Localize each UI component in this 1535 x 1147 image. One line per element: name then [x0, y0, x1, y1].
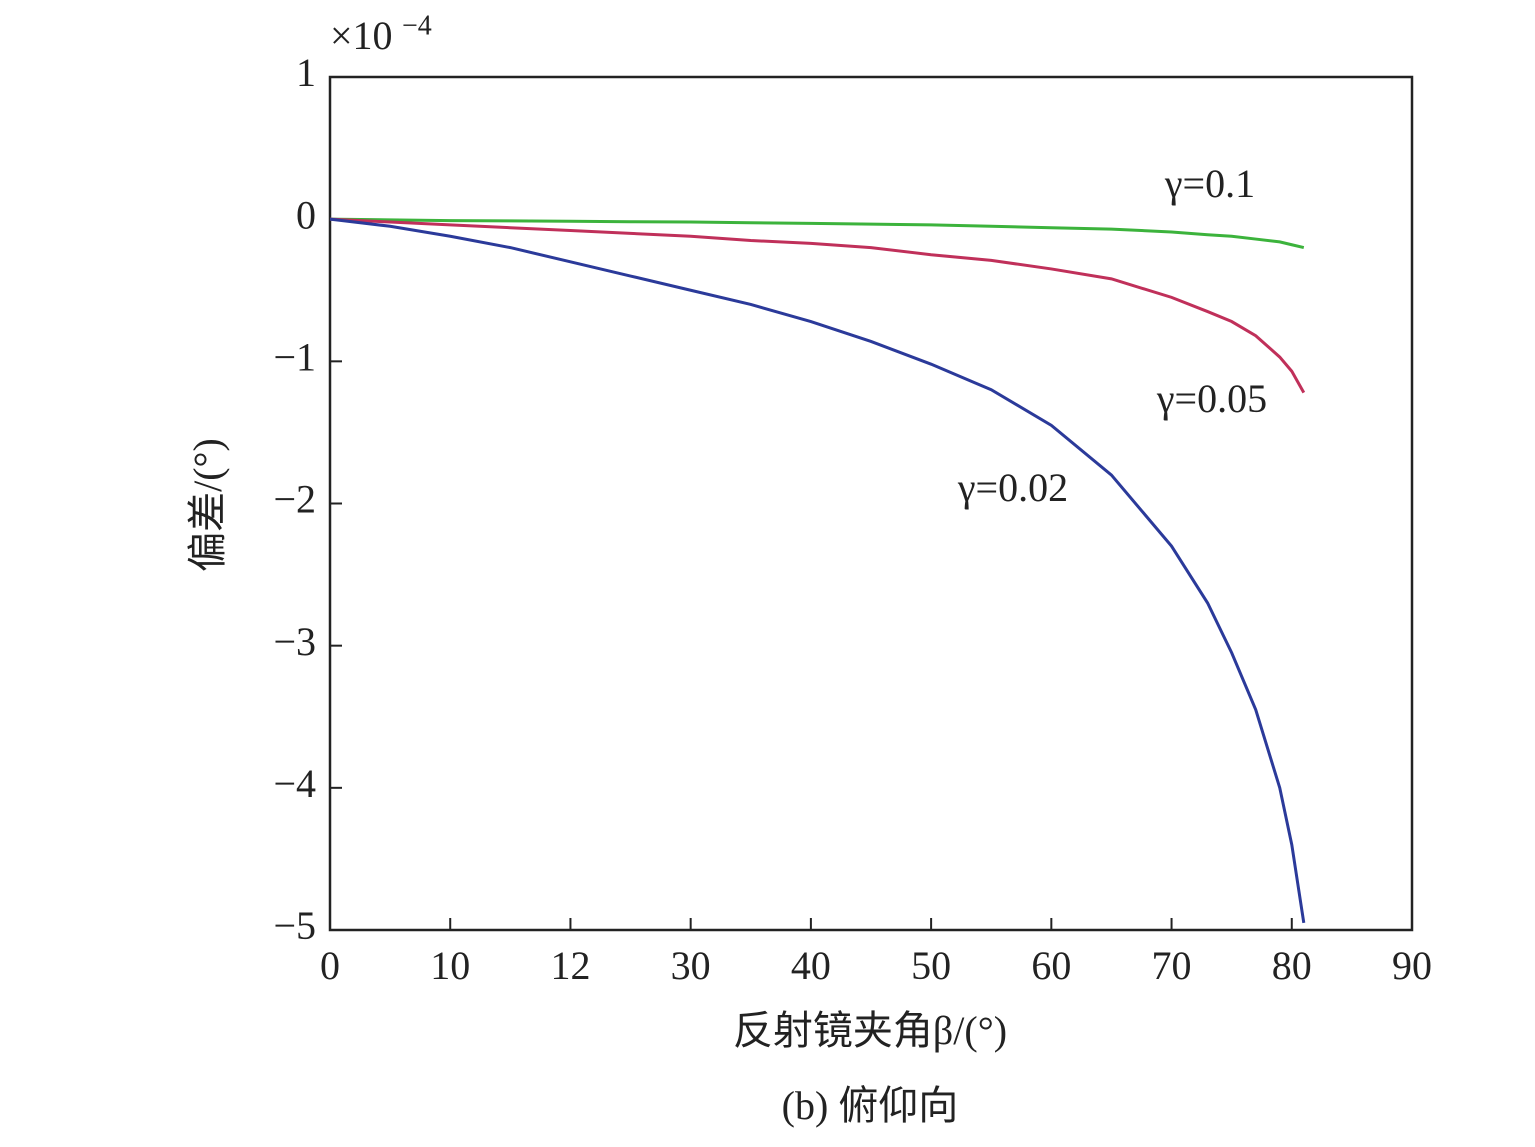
y-tick-label: −5	[273, 903, 316, 948]
y-multiplier-base: ×10	[330, 13, 393, 58]
x-tick-label: 70	[1152, 943, 1192, 988]
y-tick-label: 1	[296, 50, 316, 95]
caption: (b) 俯仰向	[782, 1083, 959, 1128]
y-multiplier-exponent: −4	[402, 10, 432, 41]
x-tick-label: 90	[1392, 943, 1432, 988]
x-tick-label: 30	[671, 943, 711, 988]
y-tick-label: −1	[273, 335, 316, 380]
x-tick-label: 40	[791, 943, 831, 988]
x-tick-label: 0	[320, 943, 340, 988]
series-line	[329, 217, 1306, 924]
y-tick-label: −4	[273, 761, 316, 806]
series-line	[329, 217, 1306, 394]
x-tick-label: 10	[430, 943, 470, 988]
y-tick-label: −3	[273, 619, 316, 664]
x-tick-label: 60	[1031, 943, 1071, 988]
series-line	[329, 217, 1305, 250]
series-label: γ=0.05	[1156, 376, 1267, 421]
x-axis-label: 反射镜夹角β/(°)	[733, 1008, 1007, 1053]
x-tick-label: 12	[550, 943, 590, 988]
series-label: γ=0.1	[1164, 161, 1255, 206]
y-tick-label: 0	[296, 192, 316, 237]
series-label: γ=0.02	[957, 465, 1068, 510]
y-tick-label: −2	[273, 477, 316, 522]
x-tick-label: 80	[1272, 943, 1312, 988]
x-tick-label: 50	[911, 943, 951, 988]
y-axis-label: 偏差/(°)	[185, 438, 230, 572]
